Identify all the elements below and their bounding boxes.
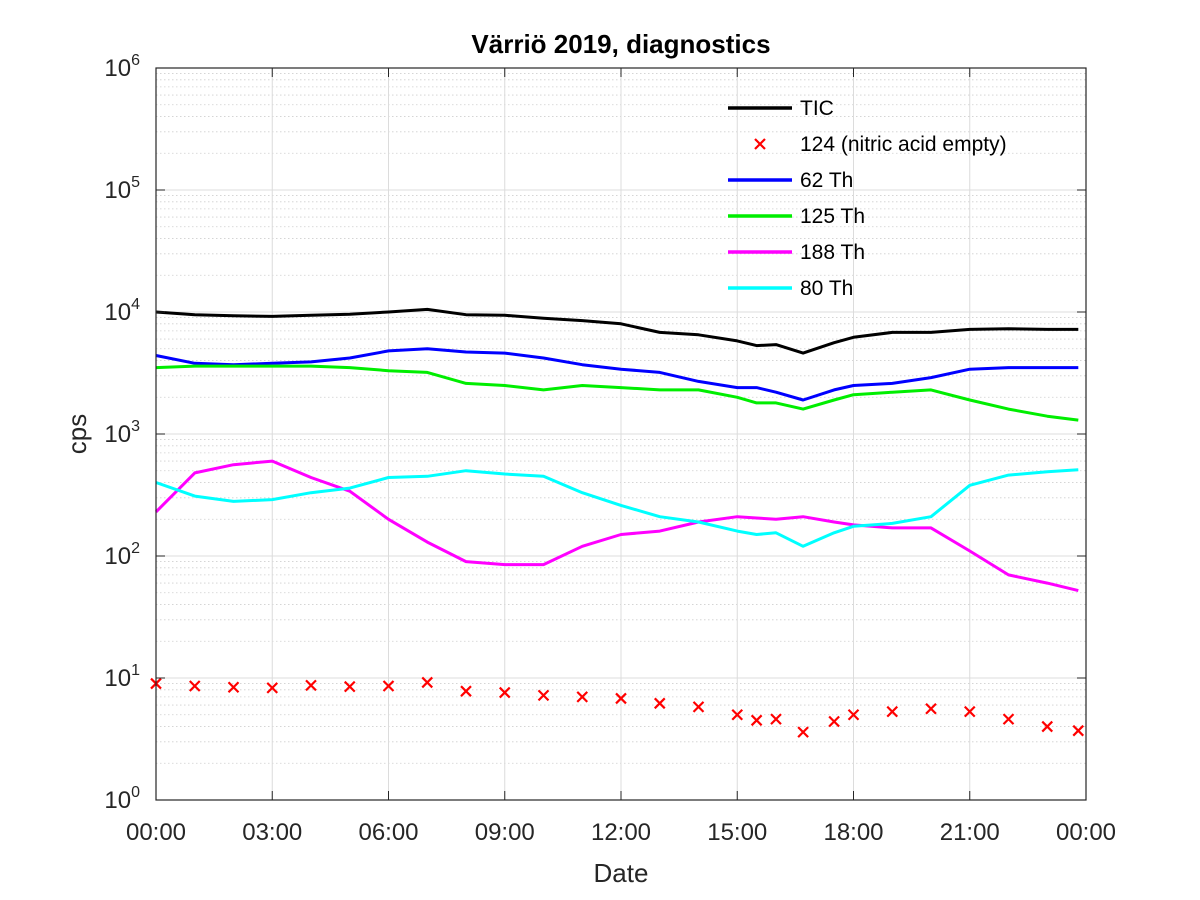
axis-ticks — [155, 67, 1087, 801]
x-tick-label: 12:00 — [591, 819, 651, 846]
legend-item: 124 (nitric acid empty) — [754, 133, 1007, 156]
data-point-marker — [576, 691, 589, 703]
legend-item: TIC — [728, 97, 834, 120]
x-axis-label: Date — [594, 858, 649, 888]
x-tick-label: 18:00 — [823, 819, 883, 846]
data-point-marker — [615, 692, 627, 705]
x-tick-label: 06:00 — [358, 819, 418, 846]
data-point-marker — [1002, 713, 1015, 725]
x-tick-label: 09:00 — [475, 819, 535, 846]
data-point-marker — [382, 680, 395, 692]
data-point-marker — [797, 726, 809, 738]
data-point-marker — [188, 680, 201, 692]
series-line — [155, 307, 1079, 355]
data-point-marker — [653, 697, 666, 710]
data-point-marker — [828, 715, 840, 728]
series-62-th — [155, 347, 1079, 402]
data-point-marker — [886, 705, 899, 718]
y-axis-label: cps — [62, 414, 92, 454]
data-point-marker — [750, 714, 763, 727]
x-tick-label: 15:00 — [707, 819, 767, 846]
data-point-marker — [421, 676, 434, 689]
data-point-marker — [925, 702, 937, 715]
x-tick-labels: 00:00 03:00 06:00 09:00 12:00 15:00 18:00 21:00… — [126, 819, 1116, 846]
data-point-marker — [227, 681, 240, 694]
data-point-marker — [343, 680, 356, 693]
x-tick-label: 03:00 — [242, 819, 302, 846]
data-point-marker — [770, 713, 782, 725]
data-point-marker — [266, 682, 279, 694]
legend-item: 62 Th — [728, 169, 853, 192]
legend-swatch-marker — [754, 138, 766, 150]
x-tick-label: 21:00 — [940, 819, 1000, 846]
legend-label: 125 Th — [800, 205, 865, 228]
data-point-marker — [1041, 720, 1054, 733]
series-line — [155, 468, 1079, 548]
series-125-th — [155, 364, 1079, 422]
legend-label: 80 Th — [800, 277, 853, 300]
data-point-marker — [460, 685, 472, 697]
legend: TIC 124 (nitric acid empty) 62 Th 125 Th 188… — [728, 97, 1007, 300]
legend-label: 62 Th — [800, 169, 853, 192]
data-point-marker — [498, 686, 511, 699]
legend-label: TIC — [800, 97, 834, 120]
series-tic — [155, 307, 1079, 355]
series-80-th — [155, 468, 1079, 548]
data-point-marker — [305, 679, 317, 692]
series-line — [155, 364, 1079, 422]
data-point-marker — [847, 708, 860, 721]
legend-item: 188 Th — [728, 241, 865, 264]
series-line — [155, 347, 1079, 402]
series-124-nitric-acid-empty — [150, 676, 1085, 738]
y-tick-label: 104 — [104, 296, 140, 326]
chart-title: Värriö 2019, diagnostics — [471, 29, 770, 59]
data-point-marker — [963, 705, 976, 718]
data-point-marker — [731, 708, 744, 721]
legend-item: 125 Th — [728, 205, 865, 228]
data-point-marker — [1072, 724, 1085, 737]
data-point-marker — [692, 701, 705, 713]
series-line — [154, 459, 1079, 593]
series-188-th — [154, 459, 1079, 593]
x-tick-label: 00:00 — [126, 819, 186, 846]
series-layer — [150, 307, 1085, 738]
x-tick-label: 00:00 — [1056, 819, 1116, 846]
legend-item: 80 Th — [728, 277, 853, 300]
legend-label: 188 Th — [800, 241, 865, 264]
data-point-marker — [537, 689, 550, 702]
legend-label: 124 (nitric acid empty) — [800, 133, 1007, 156]
